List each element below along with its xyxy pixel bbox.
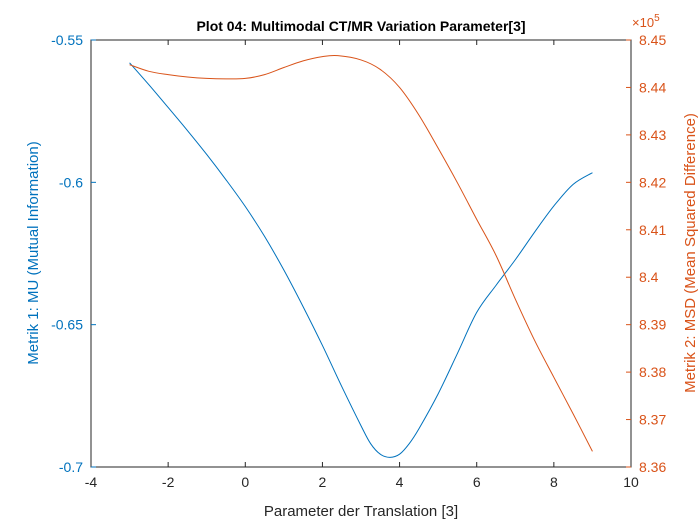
y-right-exponent: ×105 <box>632 13 660 30</box>
x-tick-label: -4 <box>85 474 98 490</box>
x-axis-ticks: -4 -2 0 2 4 6 8 10 <box>85 40 639 490</box>
y-right-tick-label: 8.41 <box>639 222 666 238</box>
x-tick-label: 6 <box>473 474 481 490</box>
y-right-multiplier: ×10 <box>632 15 654 30</box>
x-tick-label: 0 <box>241 474 249 490</box>
y-right-tick-label: 8.43 <box>639 127 666 143</box>
y-right-tick-label: 8.4 <box>639 269 659 285</box>
y-right-tick-label: 8.37 <box>639 412 666 428</box>
y-left-axis-label: Metrik 1: MU (Mutual Information) <box>25 141 42 364</box>
y-right-tick-label: 8.45 <box>639 32 666 48</box>
series-layer <box>129 54 593 458</box>
y-left-tick-label: -0.65 <box>51 317 83 333</box>
x-tick-label: 10 <box>623 474 639 490</box>
y-right-tick-label: 8.36 <box>639 459 666 475</box>
y-left-tick-label: -0.7 <box>59 459 83 475</box>
plot-area-frame <box>90 39 632 468</box>
y-left-axis-ticks: -0.7 -0.65 -0.6 -0.55 <box>51 32 96 475</box>
x-tick-label: 2 <box>319 474 327 490</box>
chart-title: Plot 04: Multimodal CT/MR Variation Para… <box>196 18 525 34</box>
y-right-exponent-value: 5 <box>654 13 660 24</box>
y-left-tick-label: -0.55 <box>51 32 83 48</box>
y-right-tick-label: 8.38 <box>639 364 666 380</box>
y-right-tick-label: 8.44 <box>639 79 666 95</box>
x-axis-label: Parameter der Translation [3] <box>264 503 458 520</box>
series-line-mu <box>129 62 593 458</box>
series-line-msd <box>129 54 593 452</box>
y-right-tick-label: 8.39 <box>639 317 666 333</box>
y-left-tick-label: -0.6 <box>59 174 83 190</box>
x-tick-label: 4 <box>396 474 404 490</box>
y-right-axis-label: Metrik 2: MSD (Mean Squared Difference) <box>682 113 699 393</box>
x-tick-label: -2 <box>162 474 175 490</box>
svg-text:×105: ×105 <box>632 13 660 30</box>
y-right-tick-label: 8.42 <box>639 174 666 190</box>
x-tick-label: 8 <box>550 474 558 490</box>
y-right-axis-ticks: 8.36 8.37 8.38 8.39 8.4 8.41 8.42 8.43 8.44 8.45 <box>626 32 666 475</box>
